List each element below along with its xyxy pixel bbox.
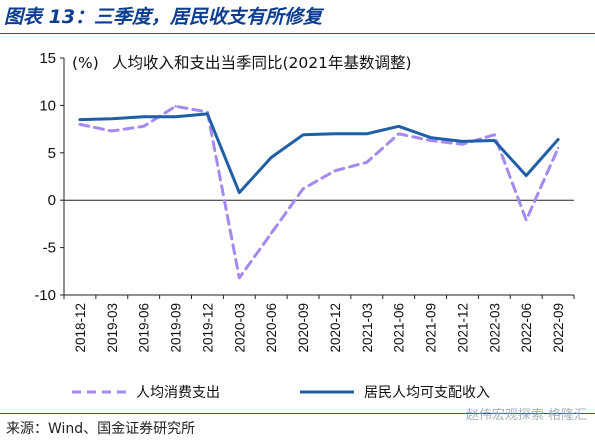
series-2-point — [269, 156, 273, 159]
legend-label-2: 居民人均可支配收入 — [364, 385, 490, 401]
series-1-point — [556, 146, 560, 150]
series-2-point — [333, 132, 337, 136]
y-tick-label: -10 — [34, 287, 56, 304]
series-1-point — [333, 169, 337, 173]
x-tick-label: 2022-06 — [519, 303, 534, 353]
x-tick-label: 2020-06 — [264, 303, 279, 353]
figure-title: 图表 13：三季度，居民收支有所修复 — [4, 6, 323, 28]
series-2-point — [556, 138, 560, 141]
series-1-point — [269, 232, 273, 235]
series-line-2 — [78, 112, 560, 195]
series-2-point — [78, 118, 82, 121]
y-tick-label: -5 — [43, 240, 56, 257]
x-tick-label: 2019-12 — [200, 303, 215, 353]
series-1-point — [461, 143, 464, 146]
series-2-point — [493, 139, 496, 142]
series-1-point — [110, 129, 114, 133]
x-tick-label: 2019-09 — [169, 303, 184, 353]
x-tick-label: 2020-03 — [232, 303, 247, 353]
title-divider — [0, 33, 595, 34]
x-tick-label: 2022-03 — [487, 303, 502, 353]
y-tick-label: 10 — [39, 97, 56, 114]
y-tick-label: 0 — [48, 192, 56, 209]
series-2-point — [461, 140, 464, 143]
x-tick-label: 2022-09 — [551, 303, 566, 353]
chart-legend: 人均消费支出 居民人均可支配收入 — [72, 385, 490, 401]
x-tick-label: 2021-03 — [360, 303, 375, 353]
series-2-point — [142, 115, 145, 118]
x-tick-label: 2019-06 — [137, 303, 152, 353]
series-2-point — [397, 125, 400, 128]
series-1-point — [429, 139, 432, 142]
series-1-point — [397, 132, 400, 136]
series-2-point — [238, 191, 241, 194]
series-2-point — [365, 132, 369, 136]
watermark-logo: 赵伟宏观探索 格隆汇 — [465, 408, 587, 423]
series-line-1 — [78, 104, 560, 280]
legend-label-1: 人均消费支出 — [136, 385, 220, 401]
series-2-point — [429, 136, 432, 139]
series-1-point — [78, 123, 82, 126]
series-2-point — [301, 133, 305, 136]
source-note: 来源：Wind、国金证券研究所 — [6, 421, 196, 437]
y-unit-label: (%) — [72, 54, 99, 72]
x-axis-ticks: 2018-12 2019-03 2019-06 2019-09 2019-12 2020-… — [63, 295, 575, 353]
series-1-point — [493, 133, 496, 136]
x-tick-label: 2021-09 — [424, 303, 439, 353]
chart-title: 人均收入和支出当季同比(2021年基数调整) — [112, 54, 412, 72]
series-1-point — [238, 276, 241, 280]
x-tick-label: 2021-06 — [392, 303, 407, 353]
x-tick-label: 2020-09 — [296, 303, 311, 353]
x-tick-label: 2018-12 — [73, 303, 88, 353]
series-1-point — [142, 125, 145, 128]
x-tick-label: 2020-12 — [328, 303, 343, 353]
y-tick-label: 15 — [39, 50, 56, 67]
series-1-point — [174, 105, 177, 108]
y-axis-ticks: -10 -5 0 5 10 15 — [34, 50, 64, 304]
series-2-point — [110, 117, 114, 120]
series-2-point — [174, 115, 177, 118]
series-1-point — [524, 218, 528, 222]
x-tick-label: 2021-12 — [455, 303, 470, 353]
bottom-divider — [0, 413, 595, 414]
series-1-point — [365, 161, 369, 164]
y-tick-label: 5 — [48, 145, 56, 162]
series-2-point — [206, 112, 209, 116]
series-1-point — [301, 187, 305, 191]
series-2-point — [524, 174, 528, 177]
x-tick-label: 2019-03 — [105, 303, 120, 353]
chart-axes — [63, 58, 574, 296]
series-layer — [78, 104, 560, 280]
